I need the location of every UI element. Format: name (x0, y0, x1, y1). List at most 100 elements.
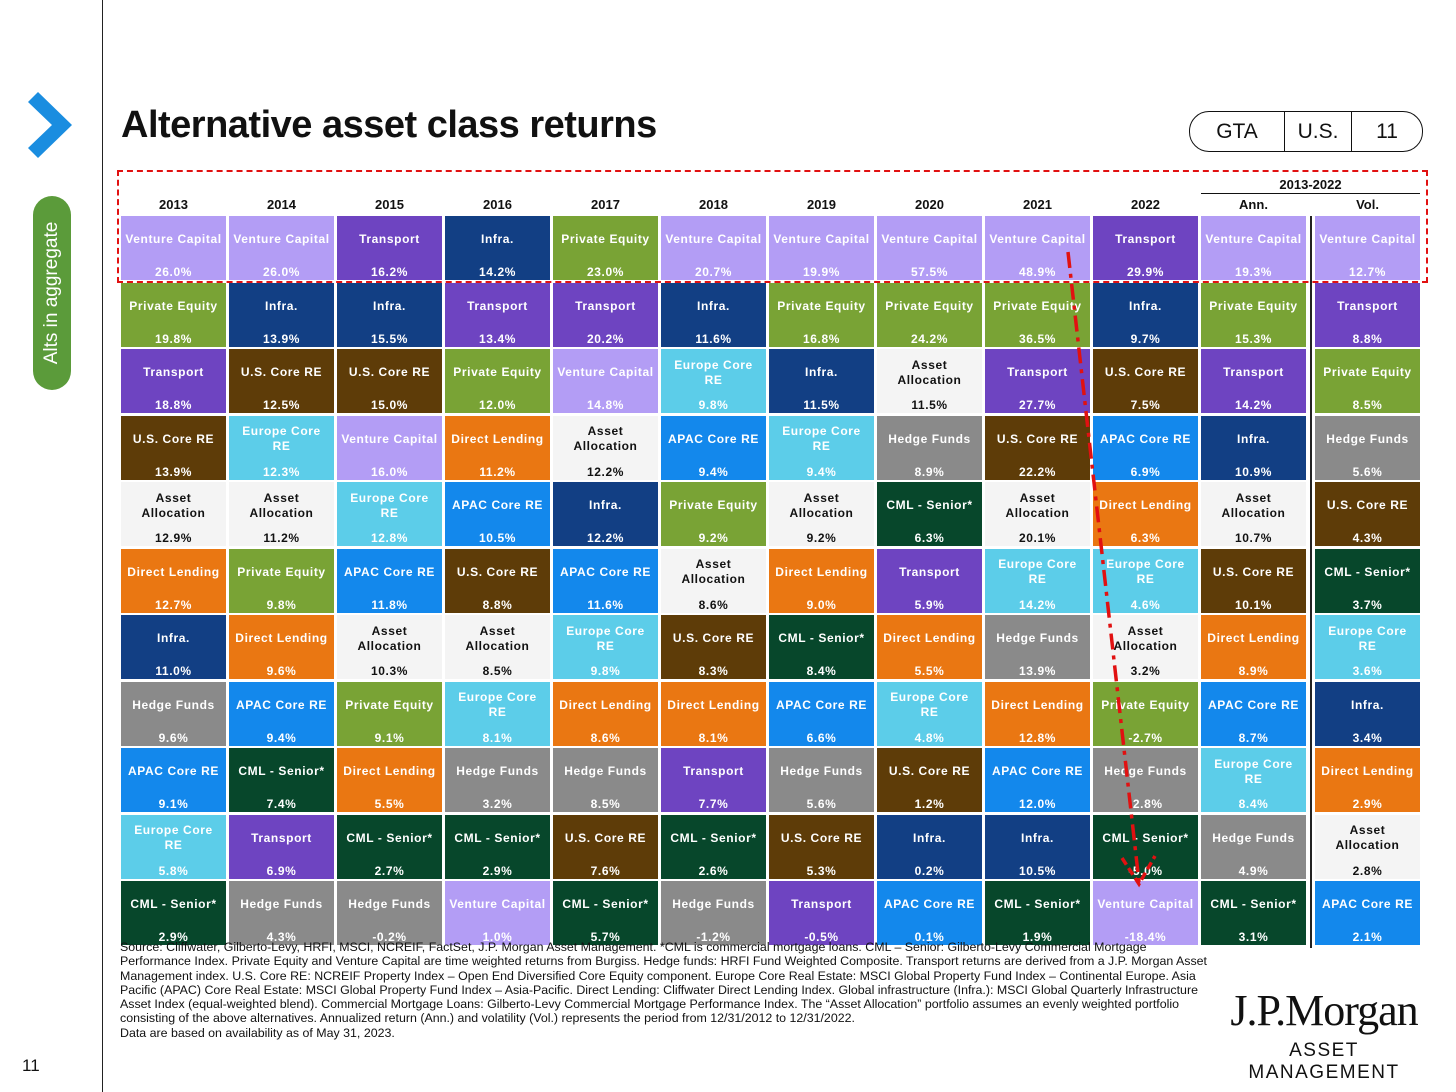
return-cell: Hedge Funds 5.6% (1315, 415, 1420, 480)
return-cell: Venture Capital 57.5% (877, 216, 982, 280)
asset-class-name: U.S. Core RE (240, 365, 323, 379)
return-cell: U.S. Core RE 22.2% (985, 415, 1090, 480)
return-value: 11.6% (587, 597, 624, 612)
return-cell: APAC Core RE 9.1% (121, 748, 226, 812)
asset-class-name: Direct Lending (883, 631, 976, 645)
asset-class-name: U.S. Core RE (996, 431, 1079, 446)
return-value: 8.1% (482, 730, 513, 745)
return-value: 5.8% (158, 863, 189, 878)
section-tab[interactable]: Alts in aggregate (33, 196, 71, 390)
return-cell: APAC Core RE 6.6% (769, 681, 874, 746)
return-value: -0.5% (804, 930, 839, 944)
return-value: 13.4% (478, 331, 517, 346)
return-value: 13.9% (1018, 664, 1057, 678)
asset-class-name: U.S. Core RE (1104, 365, 1187, 379)
return-cell: Asset Allocation 12.2% (553, 415, 658, 480)
asset-class-name: Europe Core RE (998, 557, 1077, 586)
return-value: -5.0% (1128, 863, 1163, 878)
return-cell: Europe Core RE 4.6% (1093, 548, 1198, 613)
return-value: 5.9% (914, 597, 945, 612)
returns-table: 2013 2014 2015 2016 2017 2018 2019 2020 2021 2022… (121, 170, 1425, 948)
return-value: 36.5% (1018, 331, 1057, 346)
asset-class-name: CML - Senior* (670, 830, 757, 845)
return-cell: Direct Lending 12.7% (121, 548, 226, 613)
asset-class-name: Transport (1115, 232, 1176, 246)
column-header-2014: 2014 (267, 197, 296, 212)
asset-class-name: U.S. Core RE (564, 830, 647, 845)
return-value: 9.2% (806, 531, 837, 545)
return-value: 8.6% (590, 730, 621, 745)
asset-class-name: APAC Core RE (236, 697, 327, 712)
return-cell: Europe Core RE 3.6% (1315, 615, 1420, 679)
return-cell: Asset Allocation 11.2% (229, 482, 334, 546)
asset-class-name: Transport (683, 764, 744, 778)
asset-class-name: Asset Allocation (357, 623, 422, 653)
asset-class-name: Asset Allocation (1113, 623, 1178, 653)
return-value: 16.2% (370, 265, 409, 279)
asset-class-name: Private Equity (237, 564, 326, 579)
asset-class-name: CML - Senior* (130, 897, 217, 911)
column-header-2015: 2015 (375, 197, 404, 212)
return-cell: Infra. 15.5% (337, 282, 442, 347)
return-value: 29.9% (1126, 265, 1165, 279)
return-value: 8.1% (698, 730, 729, 745)
return-value: 26.0% (262, 265, 301, 279)
return-value: 6.9% (1130, 464, 1161, 479)
logo-name: J.P.Morgan (1230, 986, 1418, 1035)
column-header-2020: 2020 (915, 197, 944, 212)
asset-class-name: Europe Core RE (1328, 623, 1407, 653)
asset-class-name: U.S. Core RE (348, 365, 431, 379)
return-cell: CML - Senior* 2.9% (121, 881, 226, 945)
return-value: 13.9% (262, 331, 301, 346)
asset-class-name: Private Equity (669, 498, 758, 512)
return-cell: Transport 20.2% (553, 282, 658, 347)
return-cell: Private Equity 9.8% (229, 548, 334, 613)
asset-class-name: Hedge Funds (672, 897, 755, 911)
asset-class-name: U.S. Core RE (1326, 498, 1409, 512)
return-value: 8.5% (482, 664, 513, 678)
asset-class-name: Venture Capital (341, 431, 438, 446)
return-value: 2.9% (158, 930, 189, 944)
return-cell: U.S. Core RE 13.9% (121, 415, 226, 480)
return-cell: Hedge Funds -1.2% (661, 881, 766, 945)
return-value: 9.8% (698, 398, 729, 412)
return-value: 9.7% (1130, 331, 1161, 346)
asset-class-name: Private Equity (993, 298, 1082, 313)
return-cell: U.S. Core RE 8.3% (661, 615, 766, 679)
asset-class-name: Hedge Funds (888, 431, 971, 446)
asset-class-name: APAC Core RE (560, 564, 651, 579)
return-cell: Private Equity 9.2% (661, 482, 766, 546)
return-cell: Europe Core RE 9.8% (661, 349, 766, 413)
chevron-right-icon[interactable] (26, 92, 76, 158)
return-cell: APAC Core RE 11.8% (337, 548, 442, 613)
return-cell: Asset Allocation 3.2% (1093, 615, 1198, 679)
return-value: -0.2% (372, 930, 407, 944)
return-cell: Private Equity 8.5% (1315, 349, 1420, 413)
asset-class-name: CML - Senior* (346, 830, 433, 845)
return-value: 8.8% (1352, 331, 1383, 346)
return-value: 7.5% (1130, 398, 1161, 412)
tag-page[interactable]: 11 (1351, 112, 1422, 151)
column-header-2013: 2013 (159, 197, 188, 212)
return-cell: U.S. Core RE 12.5% (229, 349, 334, 413)
asset-class-name: Direct Lending (775, 564, 868, 579)
return-value: 12.8% (1018, 730, 1057, 745)
return-cell: APAC Core RE 12.0% (985, 748, 1090, 812)
tag-gta[interactable]: GTA (1216, 119, 1258, 143)
return-value: 1.9% (1022, 930, 1053, 944)
asset-class-name: Private Equity (561, 232, 650, 246)
return-cell: Infra. 9.7% (1093, 282, 1198, 347)
return-value: 6.6% (806, 730, 837, 745)
return-cell: APAC Core RE 11.6% (553, 548, 658, 613)
return-value: 2.6% (698, 863, 729, 878)
return-value: 9.4% (806, 464, 837, 479)
return-cell: Private Equity 19.8% (121, 282, 226, 347)
asset-class-name: Private Equity (885, 298, 974, 313)
return-value: 5.5% (914, 664, 945, 678)
return-cell: Infra. 10.5% (985, 814, 1090, 879)
return-value: -18.4% (1124, 930, 1167, 944)
asset-class-name: Private Equity (453, 365, 542, 379)
asset-class-name: Infra. (1021, 830, 1054, 845)
tag-us[interactable]: U.S. (1284, 112, 1351, 151)
return-value: 12.2% (586, 531, 625, 545)
